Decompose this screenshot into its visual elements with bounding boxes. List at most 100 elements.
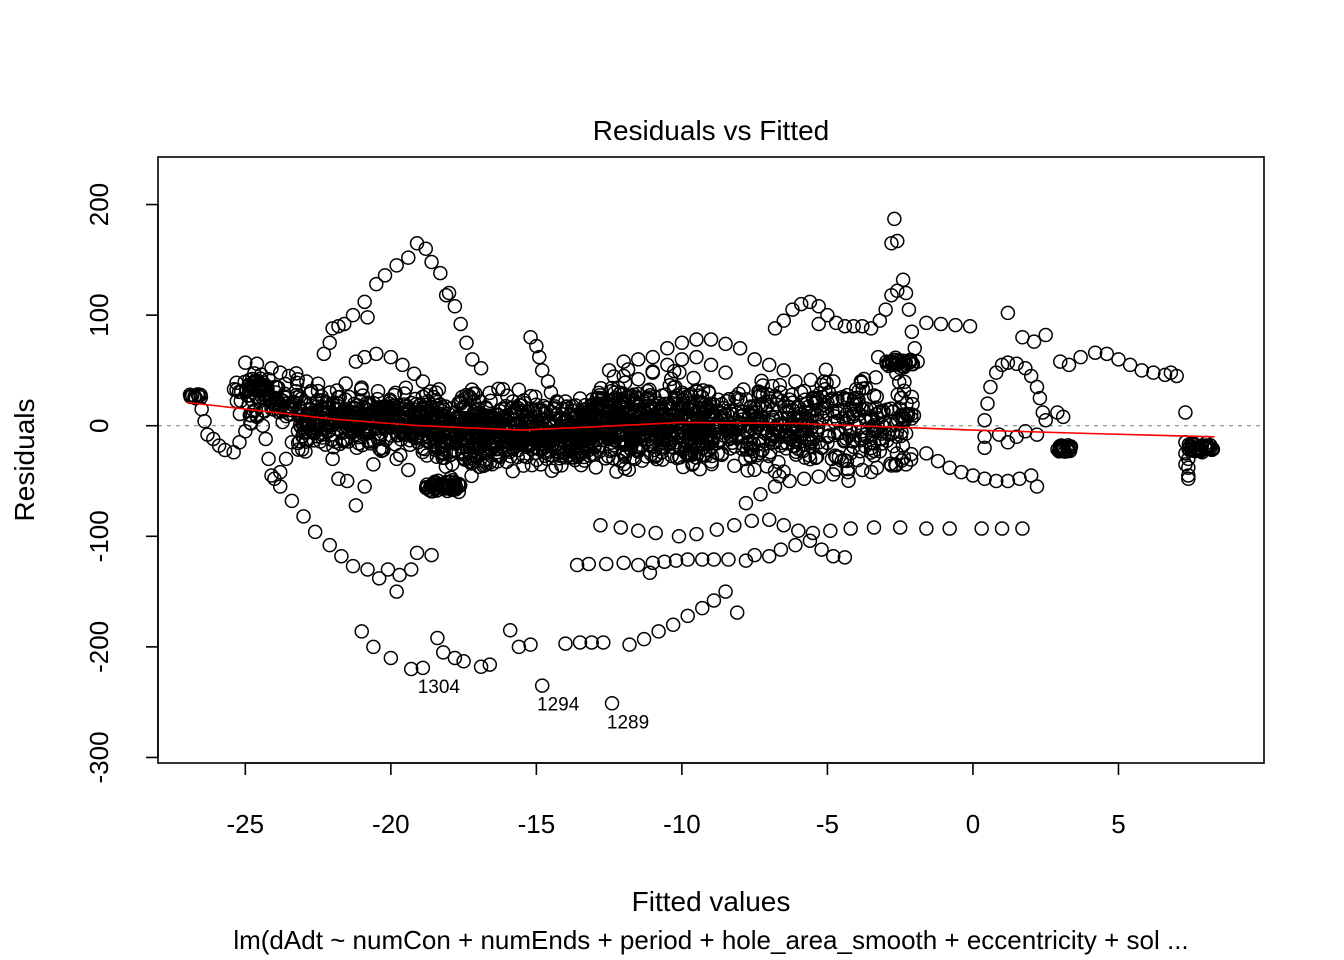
data-point bbox=[1055, 409, 1071, 425]
data-point bbox=[433, 265, 448, 281]
dense-point bbox=[888, 458, 904, 473]
dense-point bbox=[886, 438, 901, 454]
data-point bbox=[622, 637, 637, 652]
dense-point bbox=[714, 396, 729, 412]
data-point bbox=[281, 368, 297, 384]
dense-point bbox=[588, 460, 604, 475]
data-point bbox=[369, 346, 384, 362]
dense-point bbox=[820, 435, 835, 451]
dense-point bbox=[889, 446, 905, 461]
data-point bbox=[674, 352, 690, 367]
data-point bbox=[1099, 346, 1115, 362]
dense-point bbox=[634, 453, 650, 468]
dense-point bbox=[341, 409, 356, 424]
data-point bbox=[339, 473, 355, 489]
dense-point bbox=[704, 448, 720, 464]
data-point bbox=[366, 457, 381, 472]
data-point bbox=[345, 558, 361, 574]
data-point bbox=[403, 562, 419, 577]
data-point bbox=[307, 524, 323, 540]
data-point bbox=[572, 635, 588, 650]
data-point bbox=[272, 464, 288, 480]
dense-point bbox=[401, 401, 417, 417]
data-point bbox=[919, 446, 934, 461]
data-point bbox=[1053, 354, 1068, 369]
data-point bbox=[991, 427, 1007, 442]
data-point bbox=[593, 517, 608, 533]
data-point bbox=[1073, 349, 1088, 365]
dense-point bbox=[675, 459, 691, 475]
data-point bbox=[890, 233, 905, 249]
dense-point bbox=[578, 441, 594, 456]
data-point bbox=[825, 467, 841, 482]
dense-point bbox=[789, 418, 805, 433]
dense-point bbox=[335, 432, 350, 448]
data-point bbox=[296, 509, 311, 524]
data-point bbox=[630, 352, 646, 367]
data-point bbox=[354, 624, 369, 639]
data-point bbox=[892, 520, 908, 535]
dense-point bbox=[289, 375, 305, 391]
dense-point bbox=[770, 391, 785, 407]
data-point bbox=[1000, 473, 1016, 489]
dense-point bbox=[292, 433, 307, 449]
data-point bbox=[890, 283, 905, 299]
dense-point bbox=[740, 463, 755, 478]
data-point bbox=[529, 338, 544, 354]
dense-point bbox=[704, 456, 719, 472]
dense-point bbox=[510, 449, 525, 465]
dense-point bbox=[827, 448, 843, 463]
data-point bbox=[473, 659, 489, 675]
data-point bbox=[540, 374, 556, 389]
dense-point bbox=[625, 416, 641, 431]
outlier-label: 1289 bbox=[607, 712, 649, 733]
data-point bbox=[671, 529, 687, 544]
data-point bbox=[345, 307, 361, 323]
dense-point bbox=[607, 385, 622, 400]
dense-point bbox=[685, 416, 700, 431]
dense-point bbox=[787, 439, 802, 454]
data-point bbox=[322, 537, 337, 553]
dense-point bbox=[375, 399, 391, 415]
data-point bbox=[217, 442, 233, 458]
dense-point bbox=[482, 385, 497, 401]
dense-point bbox=[607, 413, 623, 428]
data-point bbox=[837, 550, 853, 565]
dense-point bbox=[267, 390, 283, 406]
dense-point bbox=[272, 403, 288, 418]
y-axis: -300 -200 -100 0 100 200 bbox=[84, 183, 159, 783]
dense-point bbox=[515, 432, 531, 447]
dense-point bbox=[767, 464, 783, 479]
dense-point bbox=[466, 442, 481, 458]
data-point bbox=[465, 352, 480, 367]
dense-point bbox=[306, 433, 322, 448]
x-axis-label: Fitted values bbox=[632, 886, 791, 917]
dense-point bbox=[879, 356, 895, 372]
data-point bbox=[406, 366, 422, 381]
dense-point bbox=[651, 418, 667, 433]
data-point bbox=[695, 600, 710, 616]
data-point bbox=[511, 639, 527, 655]
y-tick-label: 200 bbox=[84, 183, 114, 226]
data-point bbox=[581, 556, 597, 572]
data-point bbox=[846, 318, 861, 334]
data-point bbox=[1015, 521, 1030, 536]
data-point bbox=[264, 468, 279, 483]
dense-point bbox=[253, 382, 268, 397]
data-point bbox=[453, 316, 468, 332]
data-point bbox=[994, 521, 1010, 536]
data-point bbox=[933, 316, 949, 332]
dense-point bbox=[344, 418, 359, 434]
data-point bbox=[1038, 327, 1053, 343]
data-point bbox=[418, 241, 434, 257]
data-point bbox=[357, 294, 372, 310]
data-point bbox=[395, 357, 410, 373]
dense-point bbox=[818, 362, 834, 377]
dense-point bbox=[893, 428, 909, 444]
data-point bbox=[348, 498, 364, 513]
dense-point bbox=[478, 425, 493, 440]
dense-point bbox=[462, 388, 477, 404]
data-point bbox=[776, 363, 792, 378]
dense-point bbox=[593, 381, 609, 396]
